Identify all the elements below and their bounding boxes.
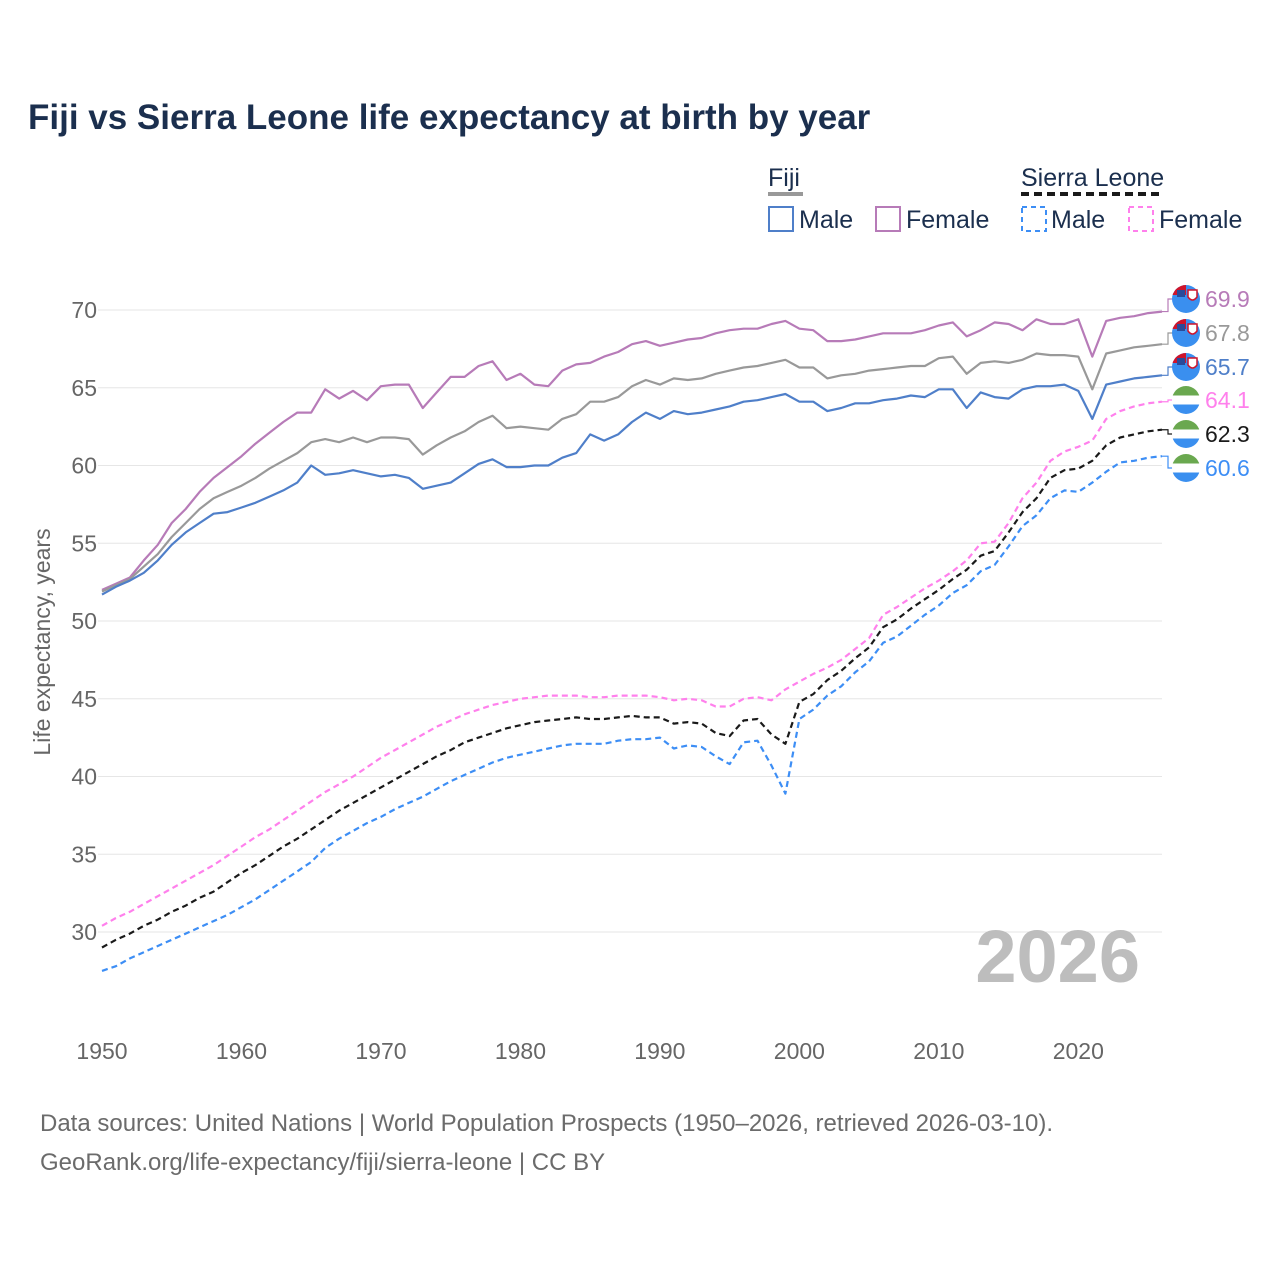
- x-tick-label: 1990: [634, 1038, 685, 1064]
- x-tick-label: 1960: [216, 1038, 267, 1064]
- end-label-connector: [1162, 332, 1174, 345]
- series-line-fiji-female: [101, 310, 1163, 591]
- x-tick-label: 2020: [1053, 1038, 1104, 1064]
- end-value-label: 64.1: [1205, 387, 1250, 413]
- sierra-leone-flag-icon: [1172, 454, 1200, 482]
- end-value-label: 60.6: [1205, 455, 1250, 481]
- sierra-leone-flag-icon: [1172, 386, 1200, 414]
- y-axis-ticks: 30 35 40 45 50 55 60 65 70: [71, 297, 97, 945]
- x-tick-label: 1980: [495, 1038, 546, 1064]
- end-label-connector: [1162, 298, 1174, 313]
- chart-title: Fiji vs Sierra Leone life expectancy at …: [28, 98, 871, 137]
- y-tick-label: 45: [71, 686, 97, 712]
- series-line-sierra-leone-female: [101, 400, 1163, 927]
- legend-fiji-male-swatch: [768, 206, 794, 232]
- y-tick-label: 70: [71, 297, 97, 323]
- y-tick-label: 65: [71, 375, 97, 401]
- x-tick-label: 2010: [913, 1038, 964, 1064]
- fiji-flag-icon: [1172, 319, 1200, 347]
- legend-group-sierra-leone: Sierra Leone: [1021, 164, 1164, 192]
- series-line-fiji: [101, 343, 1163, 593]
- legend-sl-female[interactable]: Female: [1159, 206, 1242, 234]
- legend-sl-female-swatch: [1128, 206, 1154, 232]
- footer-sources: Data sources: United Nations | World Pop…: [40, 1110, 1053, 1137]
- end-label-connector: [1162, 429, 1174, 435]
- end-value-label: 62.3: [1205, 421, 1250, 447]
- x-axis-ticks: 1950 1960 1970 1980 1990 2000 2010 2020: [76, 1038, 1103, 1064]
- legend-group-fiji: Fiji: [768, 164, 800, 192]
- fiji-flag-icon: [1172, 285, 1200, 313]
- end-labels: 69.9 67.8 65.7 64.1 62.3 60.6: [1162, 285, 1250, 482]
- year-watermark: 2026: [975, 915, 1140, 998]
- x-tick-label: 2000: [774, 1038, 825, 1064]
- y-tick-label: 60: [71, 453, 97, 479]
- series-line-sierra-leone: [101, 428, 1163, 949]
- end-value-label: 65.7: [1205, 354, 1250, 380]
- y-tick-label: 40: [71, 764, 97, 790]
- x-tick-label: 1950: [76, 1038, 127, 1064]
- y-axis-label: Life expectancy, years: [29, 528, 55, 755]
- legend-fiji-swatch: [768, 192, 803, 196]
- end-value-label: 67.8: [1205, 320, 1250, 346]
- series-line-sierra-leone-male: [101, 455, 1163, 972]
- end-label-connector: [1162, 455, 1174, 469]
- y-tick-label: 30: [71, 919, 97, 945]
- fiji-flag-icon: [1172, 353, 1200, 381]
- series-lines: [101, 310, 1163, 972]
- legend-fiji-male[interactable]: Male: [799, 206, 853, 234]
- y-tick-label: 55: [71, 530, 97, 556]
- footer-link[interactable]: GeoRank.org/life-expectancy/fiji/sierra-…: [40, 1149, 605, 1176]
- y-tick-label: 35: [71, 841, 97, 867]
- legend-fiji-female[interactable]: Female: [906, 206, 989, 234]
- legend-fiji-female-swatch: [875, 206, 901, 232]
- x-tick-label: 1970: [355, 1038, 406, 1064]
- end-label-connector: [1162, 366, 1174, 376]
- end-label-connector: [1162, 399, 1174, 403]
- series-line-fiji-male: [101, 374, 1163, 596]
- end-value-label: 69.9: [1205, 286, 1250, 312]
- legend-sl-male-swatch: [1021, 206, 1047, 232]
- legend: Fiji Male Female Sierra Leone Male Femal…: [768, 164, 1242, 234]
- sierra-leone-flag-icon: [1172, 420, 1200, 448]
- legend-sl-male[interactable]: Male: [1051, 206, 1105, 234]
- gridlines: [98, 309, 1162, 933]
- y-tick-label: 50: [71, 608, 97, 634]
